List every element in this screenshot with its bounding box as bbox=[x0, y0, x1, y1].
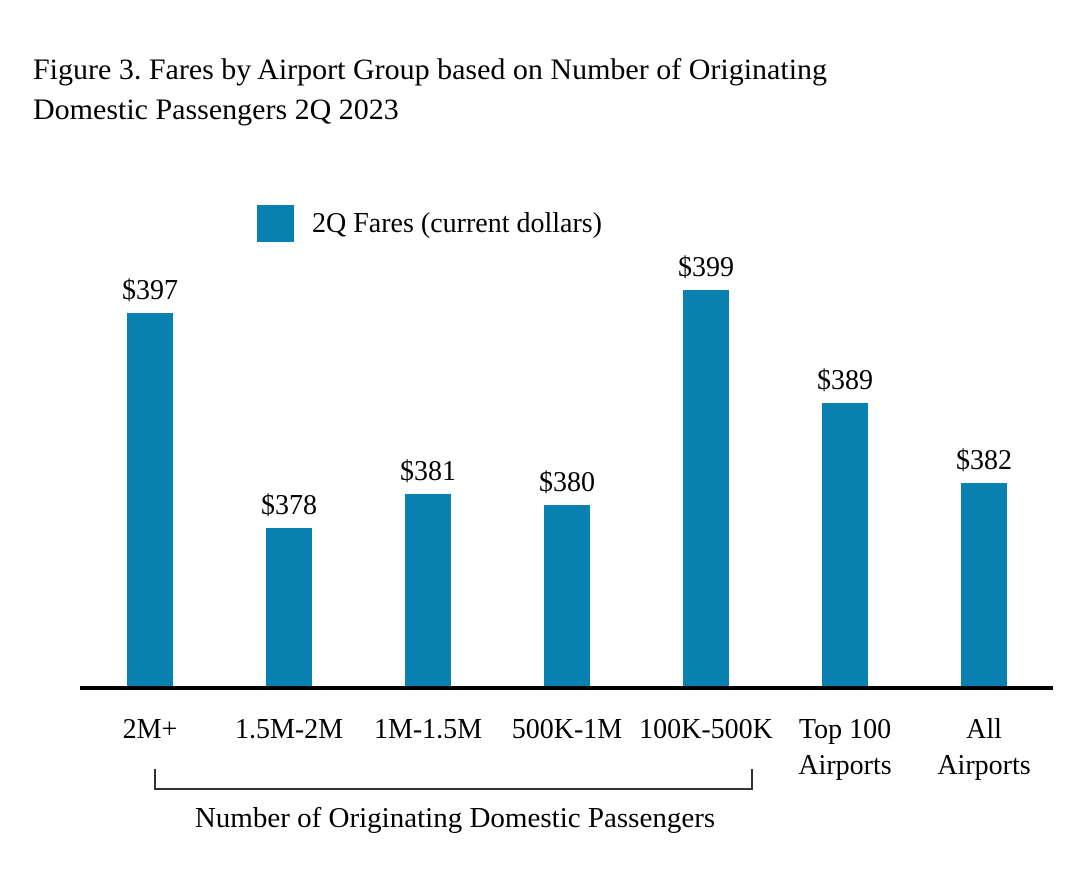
x-axis-label: Top 100 Airports bbox=[798, 714, 892, 781]
legend: 2Q Fares (current dollars) bbox=[257, 205, 602, 242]
bar-value-label: $389 bbox=[817, 365, 873, 396]
bar bbox=[961, 483, 1007, 686]
group-bracket bbox=[154, 769, 753, 790]
bar bbox=[127, 313, 173, 686]
bar-value-label: $380 bbox=[539, 467, 595, 498]
bar bbox=[822, 403, 868, 686]
x-axis-label: 2M+ bbox=[122, 714, 178, 745]
bar bbox=[405, 494, 451, 686]
bar bbox=[683, 290, 729, 686]
bar-value-label: $378 bbox=[261, 490, 317, 521]
x-axis-label: 500K-1M bbox=[511, 714, 623, 745]
x-axis-line bbox=[80, 686, 1053, 690]
bar-value-label: $381 bbox=[400, 456, 456, 487]
x-axis-label: 1.5M-2M bbox=[234, 714, 344, 745]
chart-title: Figure 3. Fares by Airport Group based o… bbox=[33, 53, 828, 126]
x-axis-label: 100K-500K bbox=[639, 714, 773, 745]
bar-value-label: $397 bbox=[122, 275, 178, 306]
group-bracket-label: Number of Originating Domestic Passenger… bbox=[194, 802, 716, 834]
bar bbox=[544, 505, 590, 686]
bar bbox=[266, 528, 312, 686]
legend-swatch bbox=[257, 205, 294, 242]
x-axis-label: All Airports bbox=[937, 714, 1031, 781]
legend-label: 2Q Fares (current dollars) bbox=[312, 207, 603, 239]
bar-value-label: $382 bbox=[956, 445, 1012, 476]
bar-value-label: $399 bbox=[678, 252, 734, 283]
x-axis-label: 1M-1.5M bbox=[373, 714, 483, 745]
